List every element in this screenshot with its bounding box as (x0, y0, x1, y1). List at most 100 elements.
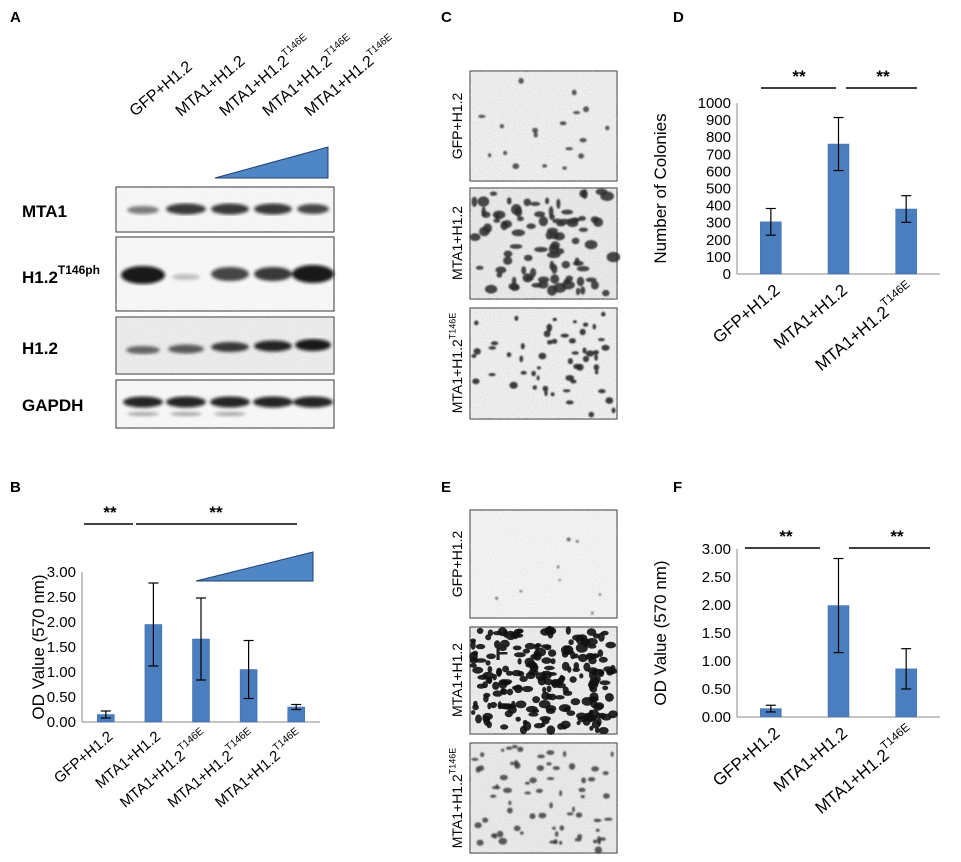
cell-spot (568, 639, 574, 646)
cell-spot (561, 651, 569, 658)
cell-spot (565, 147, 573, 151)
cell-spot (505, 746, 513, 750)
cell-spot (538, 216, 549, 227)
cell-spot (585, 350, 595, 357)
cell-spot (546, 251, 561, 259)
y-tick-label: 0 (723, 266, 731, 283)
cell-spot (520, 370, 527, 375)
y-tick-label: 0.00 (702, 709, 731, 726)
cell-spot (566, 812, 574, 816)
band (211, 342, 249, 352)
cell-spot (512, 163, 520, 170)
cell-spot (495, 266, 507, 274)
panel-label-a: A (10, 9, 21, 26)
cell-spot (554, 831, 559, 837)
cell-spot (573, 320, 577, 324)
cell-spot (506, 670, 513, 676)
cell-spot (472, 666, 484, 674)
image-side-label: MTA1+H1.2 (449, 643, 465, 717)
cell-spot (516, 216, 524, 222)
cell-spot (605, 125, 610, 131)
cell-spot (598, 712, 606, 719)
blot-lane-label-superscript: T146E (365, 32, 395, 60)
cell-spot (473, 348, 481, 355)
blot-row-label: H1.2 (22, 339, 58, 358)
cell-spot (565, 626, 571, 635)
cell-spot (550, 274, 560, 284)
cell-spot (561, 260, 571, 269)
cell-spot (546, 685, 552, 693)
cell-spot (482, 817, 489, 823)
cell-spot (478, 114, 486, 118)
cell-spot (546, 762, 552, 766)
cell-spot (493, 631, 502, 636)
cell-spot (511, 204, 522, 215)
band (211, 203, 249, 215)
cell-spot (531, 709, 540, 713)
colony-spots (469, 188, 621, 297)
y-tick-label: 1.00 (47, 664, 76, 681)
cell-spot (556, 221, 566, 227)
cell-spot (519, 355, 524, 363)
cell-spot (552, 766, 560, 771)
blot-bands-mta1 (127, 203, 329, 215)
chart-f: 0.00 0.50 1.00 1.50 2.00 2.50 3.00 OD Value (57… (651, 527, 940, 818)
cell-spot (532, 385, 537, 390)
band (254, 267, 292, 281)
cell-spot (491, 786, 501, 790)
cell-spot (542, 164, 548, 168)
cell-spot (495, 596, 498, 601)
image-side-label: MTA1+H1.2 (449, 206, 465, 280)
cell-spot (514, 652, 526, 658)
cell-spot (506, 352, 512, 358)
cell-spot (469, 651, 478, 661)
cell-spot (483, 694, 489, 703)
cell-spot (511, 276, 517, 285)
cell-spot (601, 311, 606, 317)
cell-spot (547, 340, 553, 345)
cell-spot (498, 837, 508, 845)
cell-spot (553, 839, 558, 845)
y-axis-label: OD Value (570 nm) (651, 560, 670, 705)
y-tick-label: 1.50 (702, 625, 731, 642)
cell-spot (556, 677, 562, 687)
cell-spot (594, 846, 603, 854)
cell-spot (540, 628, 552, 636)
image-noise (470, 510, 617, 618)
cell-spot (600, 191, 614, 201)
cell-spot (563, 706, 571, 712)
y-tick-label: 200 (706, 232, 731, 249)
y-axis-label: OD Value (570 nm) (29, 574, 48, 719)
cell-spot (546, 777, 555, 781)
cell-spot (604, 693, 614, 702)
band (168, 344, 204, 354)
significance-marker: ** (779, 527, 793, 546)
band (172, 274, 200, 280)
cell-spot (595, 828, 600, 832)
cell-spot (603, 793, 610, 799)
invasion-spots (471, 744, 614, 854)
cell-spot (526, 223, 536, 229)
cell-spot (537, 754, 545, 759)
colony-spots (471, 311, 616, 418)
cell-spot (563, 278, 571, 285)
band (210, 396, 250, 408)
cell-spot (573, 111, 581, 115)
cell-spot (609, 664, 616, 674)
cell-spot (491, 833, 496, 838)
cell-spot (525, 781, 530, 785)
cell-spot (602, 289, 610, 297)
cell-spot (572, 634, 584, 641)
invasion-spots (495, 537, 602, 615)
cell-spot (542, 385, 549, 392)
cell-spot (547, 649, 557, 657)
cell-spot (594, 727, 600, 733)
cell-spot (537, 276, 550, 283)
cell-spot (488, 153, 492, 158)
cell-spot (547, 285, 558, 296)
cell-spot (565, 400, 574, 405)
cell-spot (481, 206, 487, 217)
cell-spot (469, 663, 477, 668)
